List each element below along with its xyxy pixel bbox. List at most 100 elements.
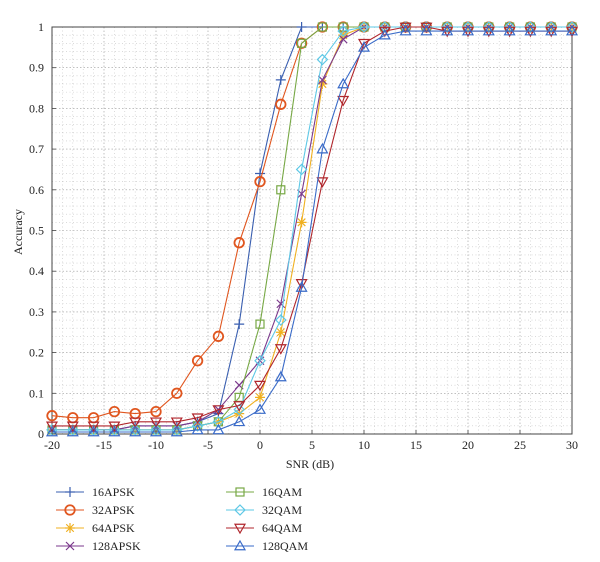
x-tick-label: 25 bbox=[514, 438, 526, 452]
data-point bbox=[171, 387, 183, 399]
y-tick-label: 0.5 bbox=[29, 224, 44, 238]
data-point bbox=[191, 420, 204, 432]
x-tick-label: -10 bbox=[148, 438, 164, 452]
data-point bbox=[337, 25, 350, 37]
y-tick-label: 0.6 bbox=[29, 183, 44, 197]
y-tick-label: 1 bbox=[38, 20, 44, 34]
data-point bbox=[545, 21, 558, 33]
data-point bbox=[46, 410, 58, 422]
data-point bbox=[378, 26, 391, 38]
data-point bbox=[399, 22, 412, 34]
data-point bbox=[233, 539, 247, 551]
legend-label: 16QAM bbox=[262, 485, 302, 499]
data-point bbox=[503, 21, 516, 33]
legend-item-16qam: 16QAM bbox=[226, 485, 302, 499]
data-point bbox=[212, 423, 225, 435]
data-point bbox=[337, 95, 350, 107]
data-point bbox=[316, 177, 329, 188]
data-point bbox=[274, 370, 287, 382]
data-point bbox=[170, 425, 183, 437]
tick-labels: -20 -15 -10 -5 0 5 10 15 20 25 30 0 0.1 0.2 0.3 0.4 0.5 0… bbox=[29, 20, 578, 452]
x-tick-label: -20 bbox=[44, 438, 60, 452]
data-point bbox=[233, 415, 246, 427]
legend-label: 128QAM bbox=[262, 539, 308, 553]
data-point bbox=[234, 408, 245, 419]
data-point bbox=[87, 425, 100, 437]
data-point bbox=[274, 314, 287, 326]
x-tick-label: 15 bbox=[410, 438, 422, 452]
legend-label: 64QAM bbox=[262, 521, 302, 535]
data-point bbox=[234, 504, 246, 516]
grid bbox=[51, 26, 573, 435]
data-point bbox=[482, 21, 495, 33]
legend-label: 16APSK bbox=[92, 485, 135, 499]
y-tick-label: 0.9 bbox=[29, 61, 44, 75]
legend-item-32qam: 32QAM bbox=[226, 503, 302, 517]
data-point bbox=[441, 21, 454, 33]
data-point bbox=[317, 78, 328, 89]
data-point bbox=[378, 28, 391, 40]
data-point bbox=[295, 37, 308, 49]
data-point bbox=[317, 75, 327, 85]
y-tick-label: 0 bbox=[38, 427, 44, 441]
data-point bbox=[399, 24, 412, 36]
legend-label: 32QAM bbox=[262, 503, 302, 517]
series-128qam bbox=[45, 24, 579, 437]
data-point bbox=[503, 26, 516, 38]
data-point bbox=[129, 417, 142, 428]
data-point bbox=[441, 24, 454, 36]
data-point bbox=[233, 401, 246, 412]
legend-label: 32APSK bbox=[92, 503, 135, 517]
data-point bbox=[87, 421, 100, 433]
x-tick-label: 20 bbox=[462, 438, 474, 452]
data-point bbox=[274, 344, 287, 355]
data-point bbox=[129, 424, 142, 436]
data-point bbox=[461, 24, 475, 36]
data-point bbox=[254, 176, 266, 188]
data-point bbox=[316, 53, 329, 66]
data-point bbox=[45, 421, 59, 433]
data-point bbox=[129, 425, 142, 437]
data-point bbox=[65, 487, 75, 497]
data-point bbox=[420, 22, 433, 34]
y-tick-label: 0.3 bbox=[29, 305, 44, 319]
data-point bbox=[295, 279, 308, 290]
data-point bbox=[212, 330, 225, 342]
data-point bbox=[150, 405, 162, 418]
data-point bbox=[108, 421, 121, 433]
data-point bbox=[296, 22, 307, 32]
data-point bbox=[150, 424, 162, 436]
data-point bbox=[357, 41, 371, 52]
legend: 16APSK 32APSK 64APSK 128APSK 16QAM 32QAM 64QAM… bbox=[56, 485, 308, 553]
x-tick-label: 10 bbox=[358, 438, 370, 452]
data-point bbox=[170, 417, 183, 428]
y-tick-label: 0.8 bbox=[29, 101, 44, 115]
data-point bbox=[420, 24, 433, 36]
data-point bbox=[297, 38, 307, 48]
data-point bbox=[441, 26, 454, 38]
legend-item-128apsk: 128APSK bbox=[56, 539, 141, 553]
data-point bbox=[545, 26, 558, 38]
data-point bbox=[503, 24, 516, 36]
series-128apsk bbox=[47, 22, 577, 435]
x-tick-label: 0 bbox=[257, 438, 263, 452]
data-point bbox=[212, 415, 225, 428]
data-point bbox=[462, 21, 474, 33]
data-point bbox=[545, 24, 558, 36]
y-tick-label: 0.7 bbox=[29, 142, 44, 156]
data-point bbox=[235, 487, 245, 497]
data-point bbox=[233, 237, 245, 249]
data-point bbox=[66, 425, 79, 437]
data-point bbox=[108, 425, 121, 437]
data-point bbox=[233, 523, 247, 535]
legend-label: 64APSK bbox=[92, 521, 135, 535]
data-point bbox=[338, 30, 349, 41]
data-point bbox=[275, 74, 286, 85]
data-point bbox=[357, 38, 371, 50]
data-point bbox=[295, 163, 308, 176]
data-point bbox=[45, 425, 59, 437]
data-point bbox=[566, 21, 578, 33]
data-point bbox=[212, 405, 225, 416]
data-point bbox=[191, 423, 204, 435]
data-point bbox=[317, 22, 327, 32]
